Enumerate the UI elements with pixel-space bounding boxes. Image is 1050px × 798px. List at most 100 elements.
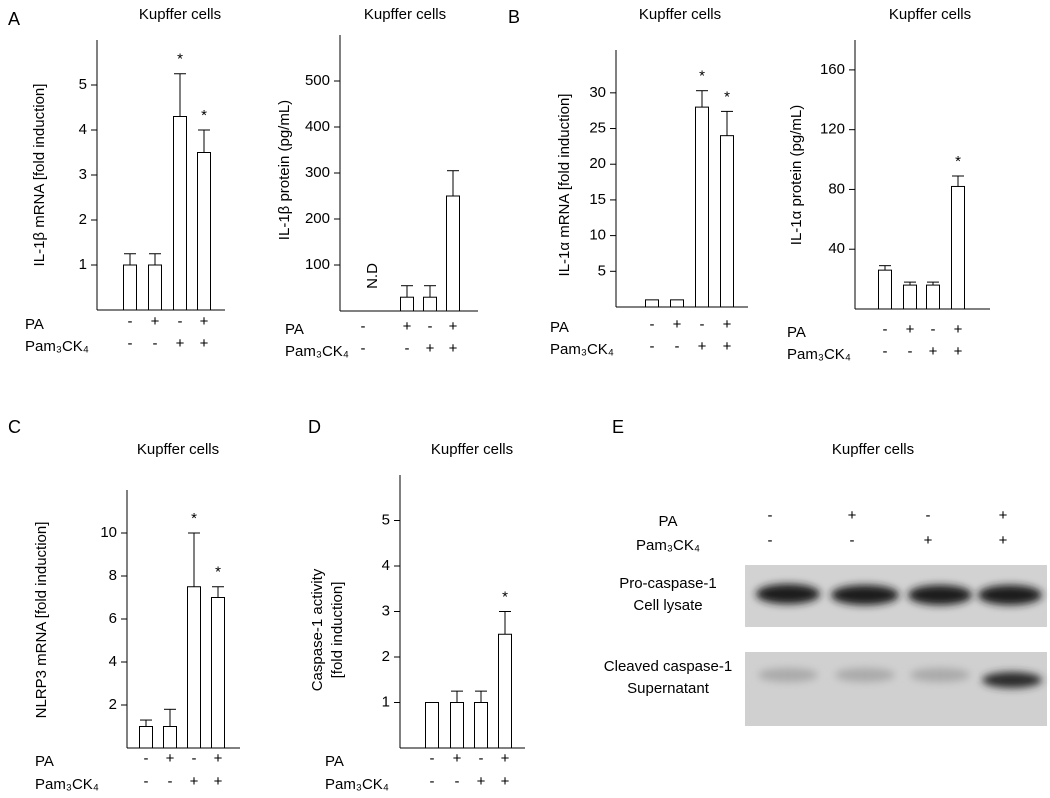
condition-name: Pam₃CK₄ <box>636 537 700 554</box>
significance: * <box>699 68 705 85</box>
condition-sign: - <box>675 338 680 355</box>
y-tick-label: 6 <box>109 610 117 627</box>
condition-name: Pam₃CK₄ <box>285 343 349 360</box>
y-tick-label: 8 <box>109 567 117 584</box>
panel-label: E <box>612 417 624 437</box>
y-axis-label: IL-1β mRNA [fold induction] <box>31 84 48 267</box>
bar <box>197 152 211 311</box>
condition-sign: + <box>190 773 199 790</box>
y-tick-label: 160 <box>820 61 845 78</box>
y-tick-label: 100 <box>305 256 330 273</box>
condition-sign: + <box>924 532 933 549</box>
condition-sign: + <box>176 335 185 352</box>
condition-name: PA <box>550 319 569 336</box>
y-tick-label: 4 <box>79 121 87 138</box>
condition-sign: - <box>883 343 888 360</box>
blot-membrane <box>745 652 1047 726</box>
condition-name: Pam₃CK₄ <box>787 346 851 363</box>
condition-name: PA <box>325 753 344 770</box>
significance: * <box>955 153 961 170</box>
condition-name: PA <box>25 316 44 333</box>
condition-sign: + <box>954 321 963 338</box>
condition-sign: + <box>501 773 510 790</box>
condition-sign: - <box>768 532 773 549</box>
condition-sign: - <box>153 335 158 352</box>
y-tick-label: 20 <box>589 155 606 172</box>
condition-sign: + <box>723 316 732 333</box>
condition-sign: - <box>128 313 133 330</box>
y-tick-label: 1 <box>79 256 87 273</box>
bar <box>400 296 414 312</box>
significance: * <box>215 564 221 581</box>
condition-sign: - <box>650 338 655 355</box>
condition-sign: - <box>908 343 913 360</box>
condition-sign: - <box>883 321 888 338</box>
condition-sign: - <box>430 773 435 790</box>
blot-row-label: Cleaved caspase-1 <box>604 658 732 675</box>
y-tick-label: 4 <box>382 557 390 574</box>
bar <box>878 269 892 310</box>
bar <box>695 106 709 308</box>
panel-label: C <box>8 417 21 437</box>
condition-sign: - <box>144 773 149 790</box>
condition-sign: - <box>192 750 197 767</box>
condition-sign: + <box>723 338 732 355</box>
condition-sign: + <box>449 340 458 357</box>
y-tick-label: 200 <box>305 210 330 227</box>
band <box>831 585 899 605</box>
condition-name: Pam₃CK₄ <box>25 338 89 355</box>
condition-sign: - <box>931 321 936 338</box>
y-tick-label: 500 <box>305 72 330 89</box>
condition-sign: - <box>168 773 173 790</box>
band <box>756 584 820 604</box>
condition-sign: - <box>361 318 366 335</box>
y-tick-label: 3 <box>382 602 390 619</box>
panel-label: A <box>8 9 20 29</box>
condition-sign: - <box>430 750 435 767</box>
condition-sign: + <box>929 343 938 360</box>
condition-sign: + <box>200 335 209 352</box>
y-tick-label: 2 <box>382 648 390 665</box>
condition-name: Pam₃CK₄ <box>325 776 389 793</box>
y-tick-label: 30 <box>589 84 606 101</box>
y-axis-label: IL-1β protein (pg/mL) <box>276 100 293 240</box>
bar <box>163 726 177 749</box>
condition-sign: - <box>361 340 366 357</box>
condition-sign: + <box>906 321 915 338</box>
y-axis-label: Caspase-1 activity <box>309 568 326 691</box>
y-tick-label: 300 <box>305 164 330 181</box>
chart-title: Kupffer cells <box>889 6 971 23</box>
condition-sign: - <box>405 340 410 357</box>
y-tick-label: 2 <box>109 696 117 713</box>
y-axis-label: IL-1α protein (pg/mL) <box>788 105 805 245</box>
y-tick-label: 25 <box>589 119 606 136</box>
condition-name: PA <box>787 324 806 341</box>
bar <box>148 264 162 311</box>
condition-sign: - <box>144 750 149 767</box>
bar <box>474 702 488 749</box>
condition-sign: + <box>477 773 486 790</box>
condition-name: PA <box>35 753 54 770</box>
y-tick-label: 1 <box>382 693 390 710</box>
bar <box>720 135 734 308</box>
condition-name: Pam₃CK₄ <box>35 776 99 793</box>
band <box>910 668 970 682</box>
y-tick-label: 5 <box>79 76 87 93</box>
condition-sign: - <box>455 773 460 790</box>
y-tick-label: 5 <box>382 511 390 528</box>
y-tick-label: 3 <box>79 166 87 183</box>
condition-sign: + <box>166 750 175 767</box>
bar <box>903 284 917 310</box>
y-tick-label: 10 <box>100 524 117 541</box>
blot-row-label: Cell lysate <box>633 597 702 614</box>
condition-sign: + <box>848 507 857 524</box>
y-axis-label: NLRP3 mRNA [fold induction] <box>33 522 50 719</box>
bar <box>123 264 137 311</box>
condition-sign: + <box>151 313 160 330</box>
bar <box>498 633 512 749</box>
blot-row-label: Supernatant <box>627 680 710 697</box>
significance: * <box>724 88 730 105</box>
y-tick-label: 5 <box>598 262 606 279</box>
blot-title: Kupffer cells <box>832 441 914 458</box>
